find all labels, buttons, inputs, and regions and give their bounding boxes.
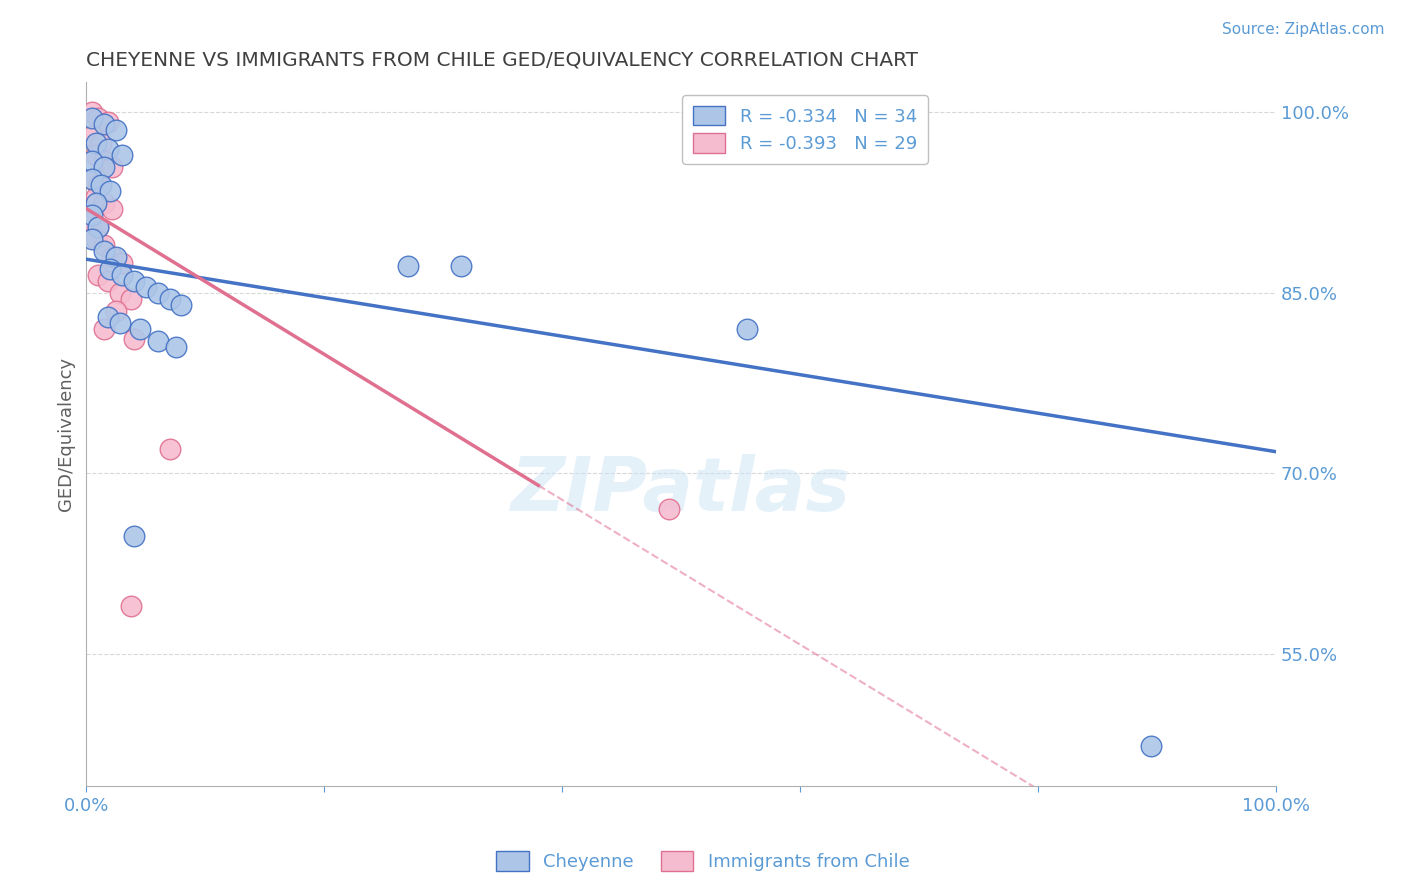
Point [93,244,115,258]
Point [111,268,134,282]
Point [93,195,115,210]
Point [93,322,115,336]
Point [87,219,110,234]
Point [108,285,131,300]
Point [84,136,107,150]
Point [84,189,107,203]
Point [82,171,104,186]
Y-axis label: GED/Equivalency: GED/Equivalency [58,357,75,511]
Point [122,529,145,543]
Point [84,232,107,246]
Point [90,136,112,150]
Point [93,160,115,174]
Text: CHEYENNE VS IMMIGRANTS FROM CHILE GED/EQUIVALENCY CORRELATION CHART: CHEYENNE VS IMMIGRANTS FROM CHILE GED/EQ… [86,51,918,70]
Point [82,129,104,144]
Point [111,147,134,161]
Point [396,260,419,274]
Point [82,213,104,227]
Point [159,292,181,306]
Point [93,153,115,168]
Point [93,237,115,252]
Point [108,316,131,330]
Point [97,141,120,155]
Point [121,292,143,306]
Point [97,115,120,129]
Legend: Cheyenne, Immigrants from Chile: Cheyenne, Immigrants from Chile [489,844,917,879]
Point [84,147,107,161]
Point [82,208,104,222]
Point [1140,739,1163,754]
Point [450,260,472,274]
Point [165,340,187,354]
Point [87,178,110,192]
Point [146,285,169,300]
Point [98,261,121,276]
Point [122,332,145,346]
Legend: R = -0.334   N = 34, R = -0.393   N = 29: R = -0.334 N = 34, R = -0.393 N = 29 [682,95,928,163]
Text: ZIPatlas: ZIPatlas [512,454,851,527]
Point [82,105,104,120]
Point [159,442,181,457]
Point [735,322,758,336]
Point [122,274,145,288]
Point [97,274,120,288]
Point [84,195,107,210]
Point [98,184,121,198]
Text: Source: ZipAtlas.com: Source: ZipAtlas.com [1222,22,1385,37]
Point [87,219,110,234]
Point [170,298,193,312]
Point [82,153,104,168]
Point [105,250,128,264]
Point [87,112,110,126]
Point [101,250,124,264]
Point [82,171,104,186]
Point [93,118,115,132]
Point [128,322,150,336]
Point [87,268,110,282]
Point [82,232,104,246]
Point [105,304,128,318]
Point [658,502,681,516]
Point [97,310,120,324]
Point [105,123,128,137]
Point [101,202,124,216]
Point [135,280,157,294]
Point [111,256,134,270]
Point [101,160,124,174]
Point [90,178,112,192]
Point [121,599,143,613]
Point [146,334,169,348]
Point [82,112,104,126]
